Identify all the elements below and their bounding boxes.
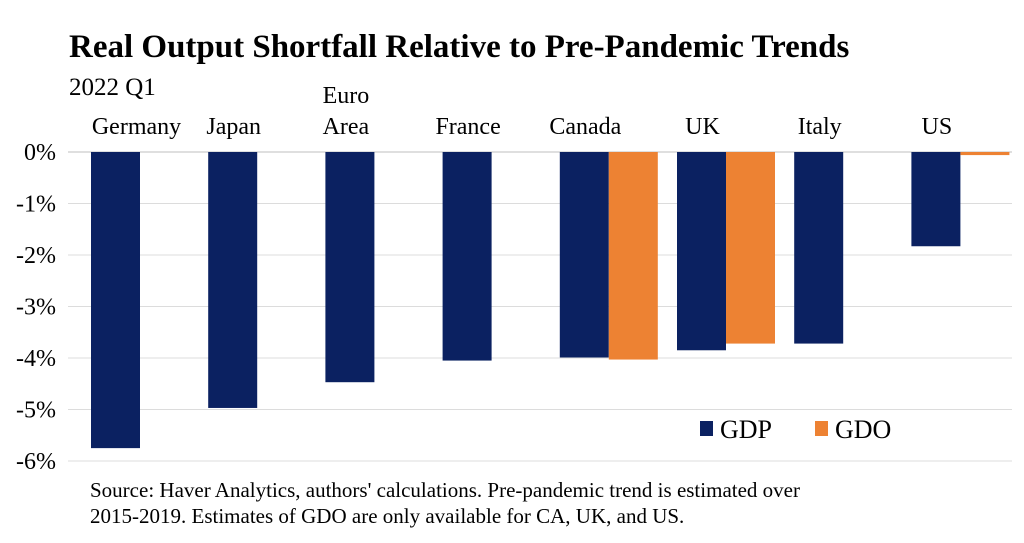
y-tick-label: -1% xyxy=(16,192,56,218)
bar-gdp xyxy=(559,152,609,358)
chart-subtitle: 2022 Q1 xyxy=(69,74,156,101)
bar-gdo xyxy=(608,152,658,360)
bar-gdp xyxy=(325,152,375,383)
bar-gdp xyxy=(794,152,844,344)
source-line: Source: Haver Analytics, authors' calcul… xyxy=(90,478,800,502)
category-label: France xyxy=(435,114,500,140)
y-tick-label: 0% xyxy=(24,140,56,166)
legend-swatch-gdo xyxy=(815,421,828,436)
bar-gdp xyxy=(91,152,140,449)
legend: GDP GDO xyxy=(700,415,891,444)
legend-label-gdo: GDO xyxy=(835,415,891,444)
legend-label-gdp: GDP xyxy=(720,415,772,444)
category-label: UK xyxy=(685,114,720,140)
chart-title: Real Output Shortfall Relative to Pre-Pa… xyxy=(69,29,849,65)
category-label: Germany xyxy=(92,114,181,140)
y-tick-label: -2% xyxy=(16,243,56,269)
y-tick-label: -3% xyxy=(16,295,56,321)
category-label: Euro xyxy=(323,83,370,109)
category-label: US xyxy=(922,114,953,140)
y-tick-label: -6% xyxy=(16,449,56,475)
category-label: Canada xyxy=(549,114,621,140)
bar-gdp xyxy=(208,152,258,408)
y-axis-ticks: 0% -1% -2% -3% -4% -5% -6% xyxy=(16,140,56,475)
y-tick-label: -4% xyxy=(16,346,56,372)
category-label: Area xyxy=(323,114,370,140)
category-labels: Germany Japan Euro Area France Canada UK Italy U… xyxy=(92,83,952,140)
bar-gdp xyxy=(677,152,726,351)
source-note: Source: Haver Analytics, authors' calcul… xyxy=(90,478,800,528)
bar-gdo xyxy=(726,152,775,344)
bar-gdo xyxy=(960,152,1010,156)
category-label: Japan xyxy=(206,114,261,140)
category-label: Italy xyxy=(798,114,842,140)
bars xyxy=(91,152,1010,449)
y-tick-label: -5% xyxy=(16,398,56,424)
bar-gdp xyxy=(911,152,961,247)
source-line: 2015-2019. Estimates of GDO are only ava… xyxy=(90,504,684,528)
legend-swatch-gdp xyxy=(700,421,713,436)
bar-gdp xyxy=(442,152,492,361)
